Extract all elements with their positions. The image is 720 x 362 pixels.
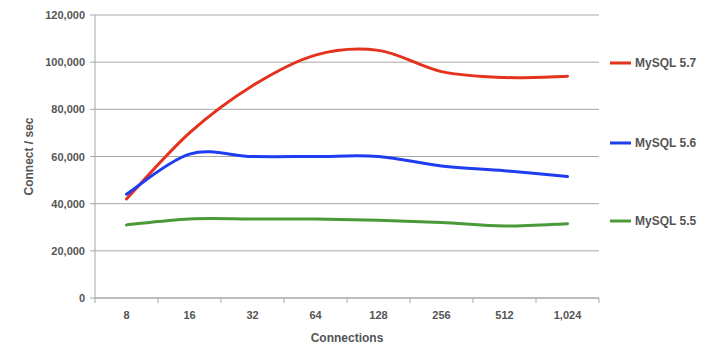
x-tick (284, 298, 285, 303)
y-tick-label: 80,000 (51, 103, 85, 115)
x-tick (536, 298, 537, 303)
grid-line (95, 62, 599, 63)
x-tick (221, 298, 222, 303)
y-tick-label: 20,000 (51, 245, 85, 257)
series-line (127, 152, 568, 194)
legend-swatch (610, 62, 631, 65)
x-tick (347, 298, 348, 303)
y-tick (90, 109, 95, 110)
y-tick (90, 250, 95, 251)
x-tick (410, 298, 411, 303)
x-tick-label: 1,024 (554, 309, 582, 321)
y-tick-label: 100,000 (45, 56, 85, 68)
y-tick (90, 62, 95, 63)
y-tick (90, 15, 95, 16)
x-tick-label: 512 (495, 309, 513, 321)
x-tick-label: 64 (309, 309, 322, 321)
x-tick (473, 298, 474, 303)
legend-label: MySQL 5.5 (635, 214, 696, 228)
y-tick-label: 0 (79, 292, 85, 304)
x-axis-title: Connections (311, 331, 384, 345)
y-axis (95, 15, 96, 298)
x-tick (599, 298, 600, 303)
legend-label: MySQL 5.7 (635, 56, 696, 70)
x-tick-label: 8 (123, 309, 129, 321)
grid-line (95, 109, 599, 110)
chart-container: 0 20,000 40,000 60,000 80,000 100,000 120,000 8… (0, 0, 720, 362)
series-line (127, 49, 568, 199)
x-tick (158, 298, 159, 303)
legend-swatch (610, 220, 631, 223)
y-tick (90, 203, 95, 204)
chart: 0 20,000 40,000 60,000 80,000 100,000 120,000 8… (0, 0, 720, 362)
x-tick-label: 256 (432, 309, 450, 321)
grid-line (95, 203, 599, 204)
series-line (127, 219, 568, 227)
x-tick-label: 16 (183, 309, 195, 321)
legend-label: MySQL 5.6 (635, 136, 696, 150)
y-axis-title: Connect / sec (22, 117, 36, 195)
y-tick-label: 120,000 (45, 9, 85, 21)
plot-area (127, 49, 568, 226)
grid-line (95, 250, 599, 251)
y-tick (90, 156, 95, 157)
x-tick (95, 298, 96, 303)
legend-swatch (610, 142, 631, 145)
x-tick-label: 128 (369, 309, 387, 321)
y-tick-label: 60,000 (51, 151, 85, 163)
x-tick-label: 32 (246, 309, 258, 321)
y-tick (90, 298, 95, 299)
y-tick-label: 40,000 (51, 198, 85, 210)
grid-line (95, 15, 599, 16)
